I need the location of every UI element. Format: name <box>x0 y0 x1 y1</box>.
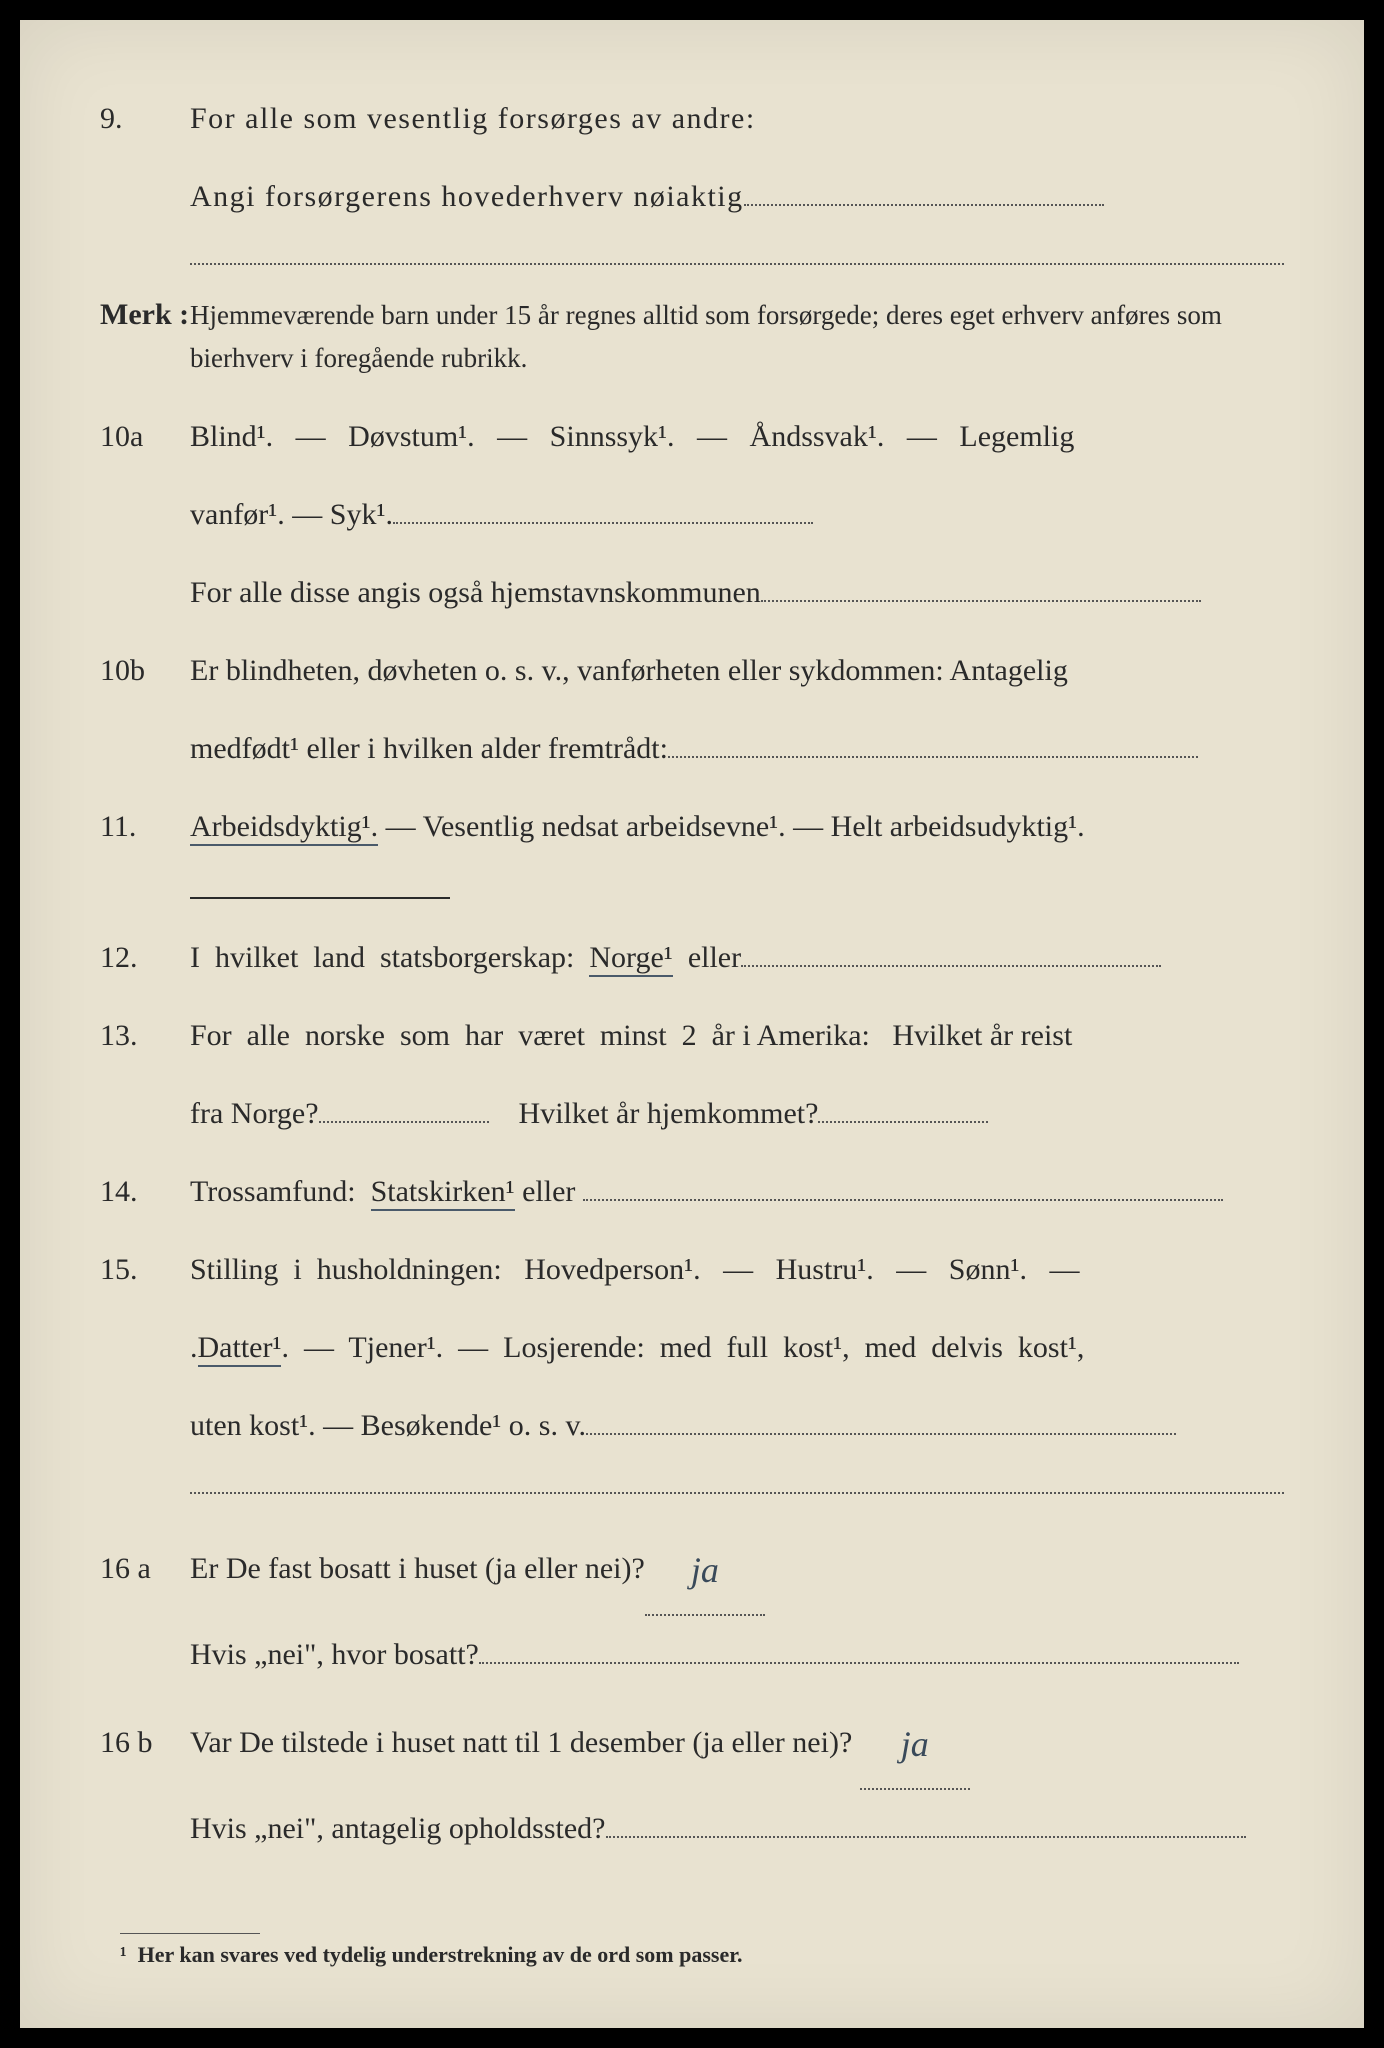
q16a-text1: Er De fast bosatt i huset (ja eller nei)… <box>190 1552 645 1585</box>
q10a-text3: For alle disse angis også hjemstavnskomm… <box>190 576 761 609</box>
q14-blank[interactable] <box>583 1199 1223 1201</box>
q11-number: 11. <box>100 788 190 866</box>
merk-row: Merk : Hjemmeværende barn under 15 år re… <box>100 291 1284 380</box>
q13-line2: fra Norge? Hvilket år hjemkommet? <box>100 1075 1284 1153</box>
q12-post: eller <box>673 941 741 974</box>
q13-blank1[interactable] <box>319 1121 489 1123</box>
q12-line: 12. I hvilket land statsborgerskap: Norg… <box>100 919 1284 997</box>
q15-text2: . — Tjener¹. — Losjerende: med full kost… <box>281 1331 1084 1364</box>
q13-text2a: fra Norge? <box>190 1097 319 1130</box>
q15-text1: Stilling i husholdningen: Hovedperson¹. … <box>190 1231 1284 1309</box>
q16b-answer-field[interactable]: ja <box>860 1694 970 1790</box>
q10a-opts2: vanfør¹. — Syk¹. <box>190 498 393 531</box>
q10a-number: 10a <box>100 398 190 476</box>
q16b-line2: Hvis „nei", antagelig opholdssted? <box>100 1790 1284 1868</box>
q11-rest: — Vesentlig nedsat arbeidsevne¹. — Helt … <box>378 810 1084 843</box>
q16b-text2: Hvis „nei", antagelig opholdssted? <box>190 1812 606 1845</box>
q9-line2: Angi forsørgerens hovederhverv nøiaktig <box>100 158 1284 236</box>
q9-rule <box>190 262 1284 265</box>
q16a-blank[interactable] <box>479 1662 1239 1664</box>
footnote-marker: ¹ <box>120 1942 127 1967</box>
q10b-line1: 10b Er blindheten, døvheten o. s. v., va… <box>100 632 1284 710</box>
q14-line: 14. Trossamfund: Statskirken¹ eller <box>100 1153 1284 1231</box>
footnote-rule <box>120 1933 260 1934</box>
q9-text2: Angi forsørgerens hovederhverv nøiaktig <box>190 180 744 213</box>
q16b-answer: ja <box>901 1698 929 1792</box>
q9-line1: 9. For alle som vesentlig forsørges av a… <box>100 80 1284 158</box>
q15-number: 15. <box>100 1231 190 1309</box>
q14-pre: Trossamfund: <box>190 1175 371 1208</box>
q16a-line2: Hvis „nei", hvor bosatt? <box>100 1616 1284 1694</box>
merk-text: Hjemmeværende barn under 15 år regnes al… <box>190 294 1284 380</box>
q14-number: 14. <box>100 1153 190 1231</box>
q15-line1: 15. Stilling i husholdningen: Hovedperso… <box>100 1231 1284 1309</box>
q13-text1: For alle norske som har været minst 2 år… <box>190 997 1284 1075</box>
q11-line: 11. Arbeidsdyktig¹. — Vesentlig nedsat a… <box>100 788 1284 866</box>
q14-post: eller <box>515 1175 583 1208</box>
q16b-text1: Var De tilstede i huset natt til 1 desem… <box>190 1726 852 1759</box>
merk-label: Merk : <box>100 291 190 339</box>
q10a-line1: 10a Blind¹. — Døvstum¹. — Sinnssyk¹. — Å… <box>100 398 1284 476</box>
q10a-blank1[interactable] <box>393 522 813 524</box>
q16a-text2: Hvis „nei", hvor bosatt? <box>190 1638 479 1671</box>
q16b-number: 16 b <box>100 1704 190 1782</box>
q10b-text2: medfødt¹ eller i hvilken alder fremtrådt… <box>190 732 668 765</box>
q12-pre: I hvilket land statsborgerskap: <box>190 941 589 974</box>
q10b-text1: Er blindheten, døvheten o. s. v., vanfør… <box>190 632 1284 710</box>
q15-datter-underlined: Datter¹ <box>198 1331 282 1367</box>
q10b-blank[interactable] <box>668 756 1198 758</box>
q10b-line2: medfødt¹ eller i hvilken alder fremtrådt… <box>100 710 1284 788</box>
q16a-number: 16 a <box>100 1530 190 1608</box>
q16a-answer-field[interactable]: ja <box>645 1520 765 1616</box>
q15-dot: . <box>190 1331 198 1364</box>
q16a-answer: ja <box>691 1524 719 1618</box>
q9-number: 9. <box>100 80 190 158</box>
q13-line1: 13. For alle norske som har været minst … <box>100 997 1284 1075</box>
q10a-opts1: Blind¹. — Døvstum¹. — Sinnssyk¹. — Åndss… <box>190 398 1284 476</box>
q11-rule <box>190 896 450 899</box>
q15-blank[interactable] <box>586 1433 1176 1435</box>
footnote: ¹ Her kan svares ved tydelig understrekn… <box>120 1933 1284 1968</box>
q9-text1: For alle som vesentlig forsørges av andr… <box>190 80 1284 158</box>
q12-blank[interactable] <box>741 965 1161 967</box>
q16b-line1: 16 b Var De tilstede i huset natt til 1 … <box>100 1694 1284 1790</box>
q10b-number: 10b <box>100 632 190 710</box>
census-form-page: 9. For alle som vesentlig forsørges av a… <box>20 20 1364 2028</box>
q10a-line3: For alle disse angis også hjemstavnskomm… <box>100 554 1284 632</box>
q15-line2: .Datter¹. — Tjener¹. — Losjerende: med f… <box>100 1309 1284 1387</box>
q13-number: 13. <box>100 997 190 1075</box>
q14-opt-underlined: Statskirken¹ <box>371 1175 515 1211</box>
q11-opt1-underlined: Arbeidsdyktig¹. <box>190 810 378 846</box>
q12-norge-underlined: Norge¹ <box>589 941 672 977</box>
q10a-line2: vanfør¹. — Syk¹. <box>100 476 1284 554</box>
q15-text3: uten kost¹. — Besøkende¹ o. s. v. <box>190 1409 586 1442</box>
footnote-text: Her kan svares ved tydelig understreknin… <box>127 1942 743 1967</box>
q16a-line1: 16 a Er De fast bosatt i huset (ja eller… <box>100 1520 1284 1616</box>
q13-blank2[interactable] <box>818 1121 988 1123</box>
q13-text2b: Hvilket år hjemkommet? <box>519 1097 819 1130</box>
q12-number: 12. <box>100 919 190 997</box>
q9-blank[interactable] <box>744 204 1104 206</box>
q15-rule <box>190 1491 1284 1494</box>
q15-line3: uten kost¹. — Besøkende¹ o. s. v. <box>100 1387 1284 1465</box>
q10a-blank2[interactable] <box>761 600 1201 602</box>
q16b-blank[interactable] <box>606 1836 1246 1838</box>
